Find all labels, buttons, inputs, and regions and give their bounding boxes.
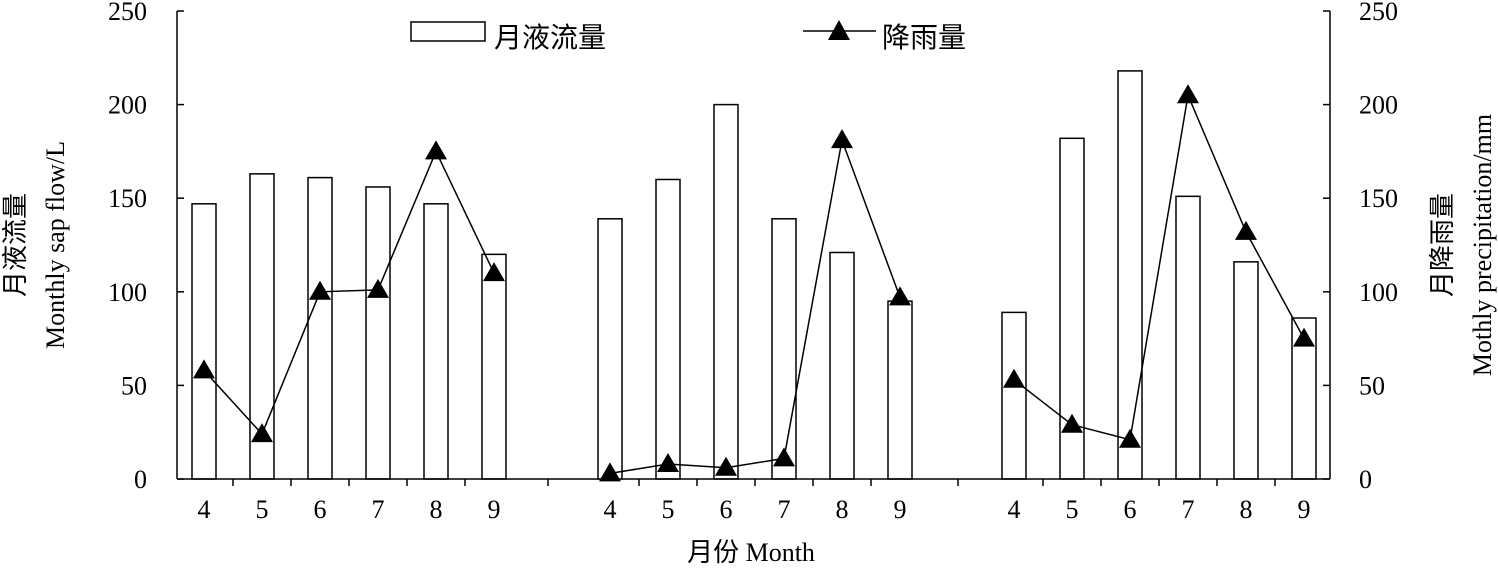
sap-flow-bar — [771, 218, 797, 480]
x-tick-label: 7 — [778, 495, 791, 524]
y-axis-right-title-en: Mothly precipitation/mm — [1468, 114, 1497, 376]
sap-flow-bar — [1117, 70, 1143, 480]
precipitation-point — [773, 447, 795, 467]
precipitation-point — [657, 453, 679, 473]
sap-flow-bar — [655, 178, 681, 480]
precipitation-line — [1013, 92, 1305, 441]
sap-flow-bar — [365, 186, 391, 480]
y-tick-label-right: 100 — [1359, 278, 1398, 307]
x-tick-label: 6 — [1124, 495, 1137, 524]
sap-flow-bar — [1175, 195, 1201, 480]
y-axis-right-title-cn: 月降雨量 — [1428, 193, 1457, 297]
precipitation-point — [715, 456, 737, 476]
precipitation-point — [599, 462, 621, 482]
sap-flow-bar — [307, 176, 333, 480]
sap-flow-bar — [1001, 311, 1027, 480]
sap-flow-bar — [713, 103, 739, 480]
x-tick-label: 8 — [1240, 495, 1253, 524]
x-tick-label: 4 — [604, 495, 617, 524]
y-tick-label-right: 0 — [1359, 465, 1372, 494]
y-axis-left-title-en: Monthly sap flow/L — [41, 141, 70, 349]
precipitation-point — [1119, 428, 1141, 448]
x-tick-label: 9 — [1298, 495, 1311, 524]
y-tick-label-left: 100 — [108, 278, 147, 307]
y-tick-label-right: 200 — [1359, 91, 1398, 120]
x-tick-label: 7 — [372, 495, 385, 524]
y-tick-label-left: 150 — [108, 184, 147, 213]
precipitation-point — [251, 423, 273, 443]
x-tick-label: 4 — [1008, 495, 1021, 524]
precipitation-point — [425, 140, 447, 160]
y-tick-label-right: 150 — [1359, 184, 1398, 213]
x-tick-label: 5 — [662, 495, 675, 524]
precipitation-point — [483, 262, 505, 282]
sap-flow-bar — [829, 251, 855, 480]
x-tick-label: 4 — [198, 495, 211, 524]
precipitation-point — [1293, 327, 1315, 347]
sap-flow-bar — [481, 253, 507, 480]
x-tick-label: 6 — [720, 495, 733, 524]
tick-labels: 0 0 50 50 100 100 150 150 200 200 250 250 4 5 6 7 8 9 4 5 6 7… — [108, 0, 1398, 524]
sap-flow-bar — [1233, 261, 1259, 480]
precipitation-point — [1003, 368, 1025, 388]
x-tick-label: 7 — [1182, 495, 1195, 524]
precipitation-point — [1061, 413, 1083, 433]
legend-bar-swatch — [410, 21, 486, 42]
y-axis-left-title-cn: 月液流量 — [1, 193, 30, 297]
precipitation-line — [203, 149, 495, 436]
legend-triangle-marker — [828, 20, 850, 40]
precipitation-point — [309, 280, 331, 300]
x-axis-title: 月份 Month — [687, 538, 815, 567]
precipitation-point — [367, 278, 389, 298]
precipitation-point — [193, 359, 215, 379]
x-tick-label: 9 — [894, 495, 907, 524]
precipitation-point — [1177, 84, 1199, 104]
y-tick-label-left: 50 — [121, 371, 147, 400]
sap-flow-bars — [191, 70, 1317, 480]
x-tick-label: 5 — [256, 495, 269, 524]
sap-flow-bar — [887, 300, 913, 480]
x-tick-label: 8 — [430, 495, 443, 524]
legend-line-label: 降雨量 — [882, 22, 966, 54]
y-tick-label-left: 200 — [108, 91, 147, 120]
precipitation-point — [831, 129, 853, 149]
precipitation-line — [609, 137, 901, 475]
x-tick-label: 8 — [836, 495, 849, 524]
sap-flow-bar — [423, 203, 449, 480]
y-tick-label-left: 0 — [134, 465, 147, 494]
y-tick-label-right: 50 — [1359, 371, 1385, 400]
legend-bar-label: 月液流量 — [494, 22, 606, 54]
x-tick-label: 6 — [314, 495, 327, 524]
precipitation-lines — [193, 84, 1315, 482]
x-tick-label: 5 — [1066, 495, 1079, 524]
x-tick-label: 9 — [488, 495, 501, 524]
precipitation-point — [1235, 220, 1257, 240]
precipitation-point — [889, 286, 911, 306]
legend: 月液流量 降雨量 — [410, 20, 966, 54]
axes — [176, 10, 1331, 486]
sap-flow-bar — [597, 218, 623, 480]
sap-flow-bar — [191, 203, 217, 480]
y-tick-label-right: 250 — [1359, 0, 1398, 26]
y-tick-label-left: 250 — [108, 0, 147, 26]
